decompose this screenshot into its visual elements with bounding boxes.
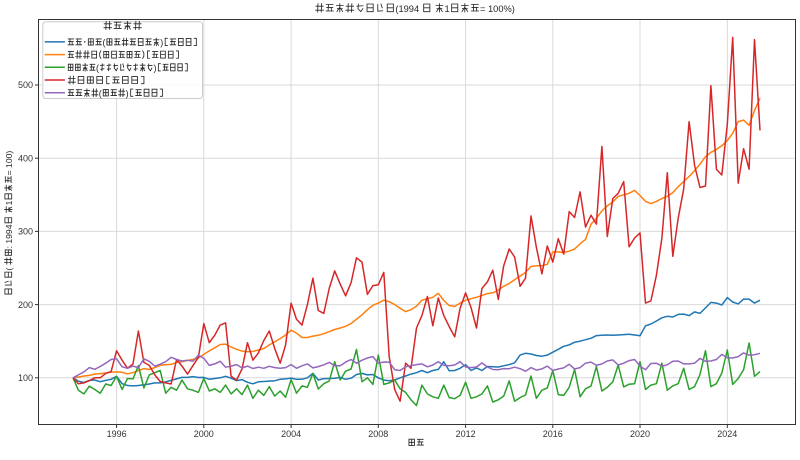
svg-text:1: 1 <box>445 4 450 14</box>
svg-text:2008: 2008 <box>368 429 388 439</box>
svg-text:(1994: (1994 <box>395 4 419 14</box>
svg-text:): ) <box>126 89 129 99</box>
svg-text:100: 100 <box>18 373 33 383</box>
svg-text:2020: 2020 <box>630 429 650 439</box>
svg-text:2004: 2004 <box>281 429 301 439</box>
svg-text:200: 200 <box>18 300 33 310</box>
svg-text:= 100%): = 100%) <box>480 4 515 14</box>
svg-text:(: ( <box>4 267 14 270</box>
svg-text:2000: 2000 <box>194 429 214 439</box>
svg-text:400: 400 <box>18 153 33 163</box>
svg-text:: 1994: : 1994 <box>4 224 14 248</box>
svg-text:= 100): = 100) <box>4 151 14 176</box>
svg-text:(: ( <box>96 63 99 73</box>
svg-text:(: ( <box>99 89 102 99</box>
svg-text:): ) <box>160 38 163 48</box>
svg-text:500: 500 <box>18 80 33 90</box>
svg-text:2024: 2024 <box>717 429 737 439</box>
svg-text:300: 300 <box>18 227 33 237</box>
svg-text:2016: 2016 <box>543 429 563 439</box>
svg-text:(: ( <box>103 38 106 48</box>
svg-text:1: 1 <box>4 200 14 205</box>
svg-text:): ) <box>154 63 157 73</box>
svg-text:2012: 2012 <box>456 429 476 439</box>
svg-text:1996: 1996 <box>107 429 127 439</box>
